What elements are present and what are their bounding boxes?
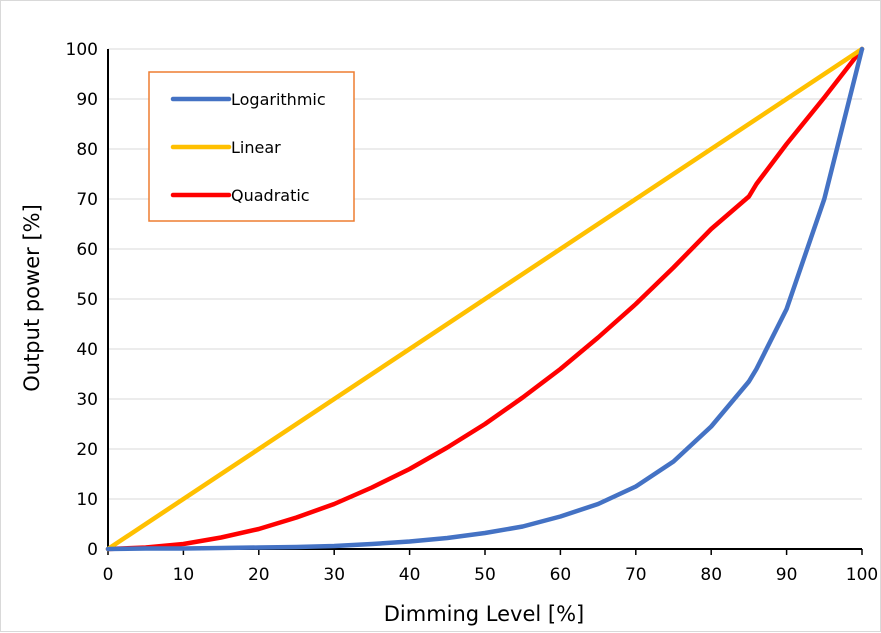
y-tick-label: 90 (76, 90, 98, 110)
y-tick-label: 30 (76, 390, 98, 410)
y-tick-label: 0 (87, 540, 98, 560)
y-tick-label: 10 (76, 490, 98, 510)
series-lines (105, 46, 865, 552)
y-tick-label: 40 (76, 340, 98, 360)
x-tick-label: 80 (700, 565, 722, 585)
legend-label-linear: Linear (231, 138, 281, 157)
legend-label-logarithmic: Logarithmic (231, 90, 326, 109)
series-line-quadratic (105, 46, 865, 552)
y-tick-label: 100 (66, 40, 98, 60)
tick-labels: 0 10 20 30 40 50 60 70 80 90 100 0 10 20 30 40 50 60 70 80 9… (66, 40, 879, 585)
x-axis-title: Dimming Level [%] (384, 602, 585, 626)
x-tick-label: 0 (103, 565, 114, 585)
y-tick-label: 70 (76, 190, 98, 210)
x-tick-label: 40 (399, 565, 421, 585)
x-tick-label: 90 (776, 565, 798, 585)
x-tick-label: 50 (474, 565, 496, 585)
x-tick-label: 100 (846, 565, 878, 585)
legend-label-quadratic: Quadratic (231, 186, 310, 205)
y-tick-label: 80 (76, 140, 98, 160)
y-tick-label: 50 (76, 290, 98, 310)
y-axis-title: Output power [%] (20, 204, 44, 392)
y-tick-label: 60 (76, 240, 98, 260)
x-tick-label: 20 (248, 565, 270, 585)
x-tick-label: 30 (323, 565, 345, 585)
x-tick-label: 10 (173, 565, 195, 585)
x-tick-label: 70 (625, 565, 647, 585)
legend: Logarithmic Linear Quadratic (148, 71, 355, 222)
y-tick-label: 20 (76, 440, 98, 460)
series-line-linear (105, 46, 865, 552)
x-tick-label: 60 (550, 565, 572, 585)
series-line-logarithmic (105, 46, 865, 552)
